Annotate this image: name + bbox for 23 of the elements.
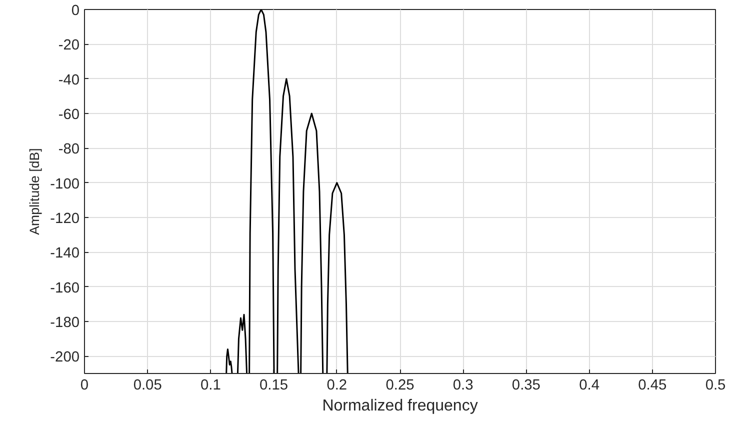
- y-tick-label: -120: [50, 211, 80, 227]
- x-tick-label: 0.4: [579, 378, 600, 394]
- y-tick-label: -20: [58, 38, 80, 54]
- y-tick-label: 0: [71, 3, 80, 19]
- x-tick-label: 0.15: [260, 378, 288, 394]
- x-tick-label: 0.45: [638, 378, 667, 394]
- y-tick-label: -180: [50, 315, 80, 331]
- x-tick-label: 0.25: [386, 378, 414, 394]
- y-tick-label: -100: [50, 176, 80, 192]
- x-tick-label: 0.5: [705, 378, 726, 394]
- y-tick-label: -140: [50, 246, 80, 262]
- y-tick-label: -80: [58, 142, 80, 158]
- x-tick-label: 0.2: [326, 378, 348, 394]
- y-tick-label: -160: [50, 280, 80, 296]
- x-tick-label: 0.05: [133, 378, 162, 394]
- x-tick-label: 0.1: [200, 378, 221, 394]
- x-axis-title: Normalized frequency: [322, 398, 478, 414]
- x-tick-label: 0.3: [452, 378, 474, 394]
- y-tick-label: -40: [58, 72, 80, 88]
- y-tick-label: -60: [58, 107, 80, 123]
- y-axis-title: Amplitude [dB]: [27, 148, 42, 235]
- y-tick-label: -200: [50, 350, 80, 366]
- x-tick-label: 0.35: [512, 378, 540, 394]
